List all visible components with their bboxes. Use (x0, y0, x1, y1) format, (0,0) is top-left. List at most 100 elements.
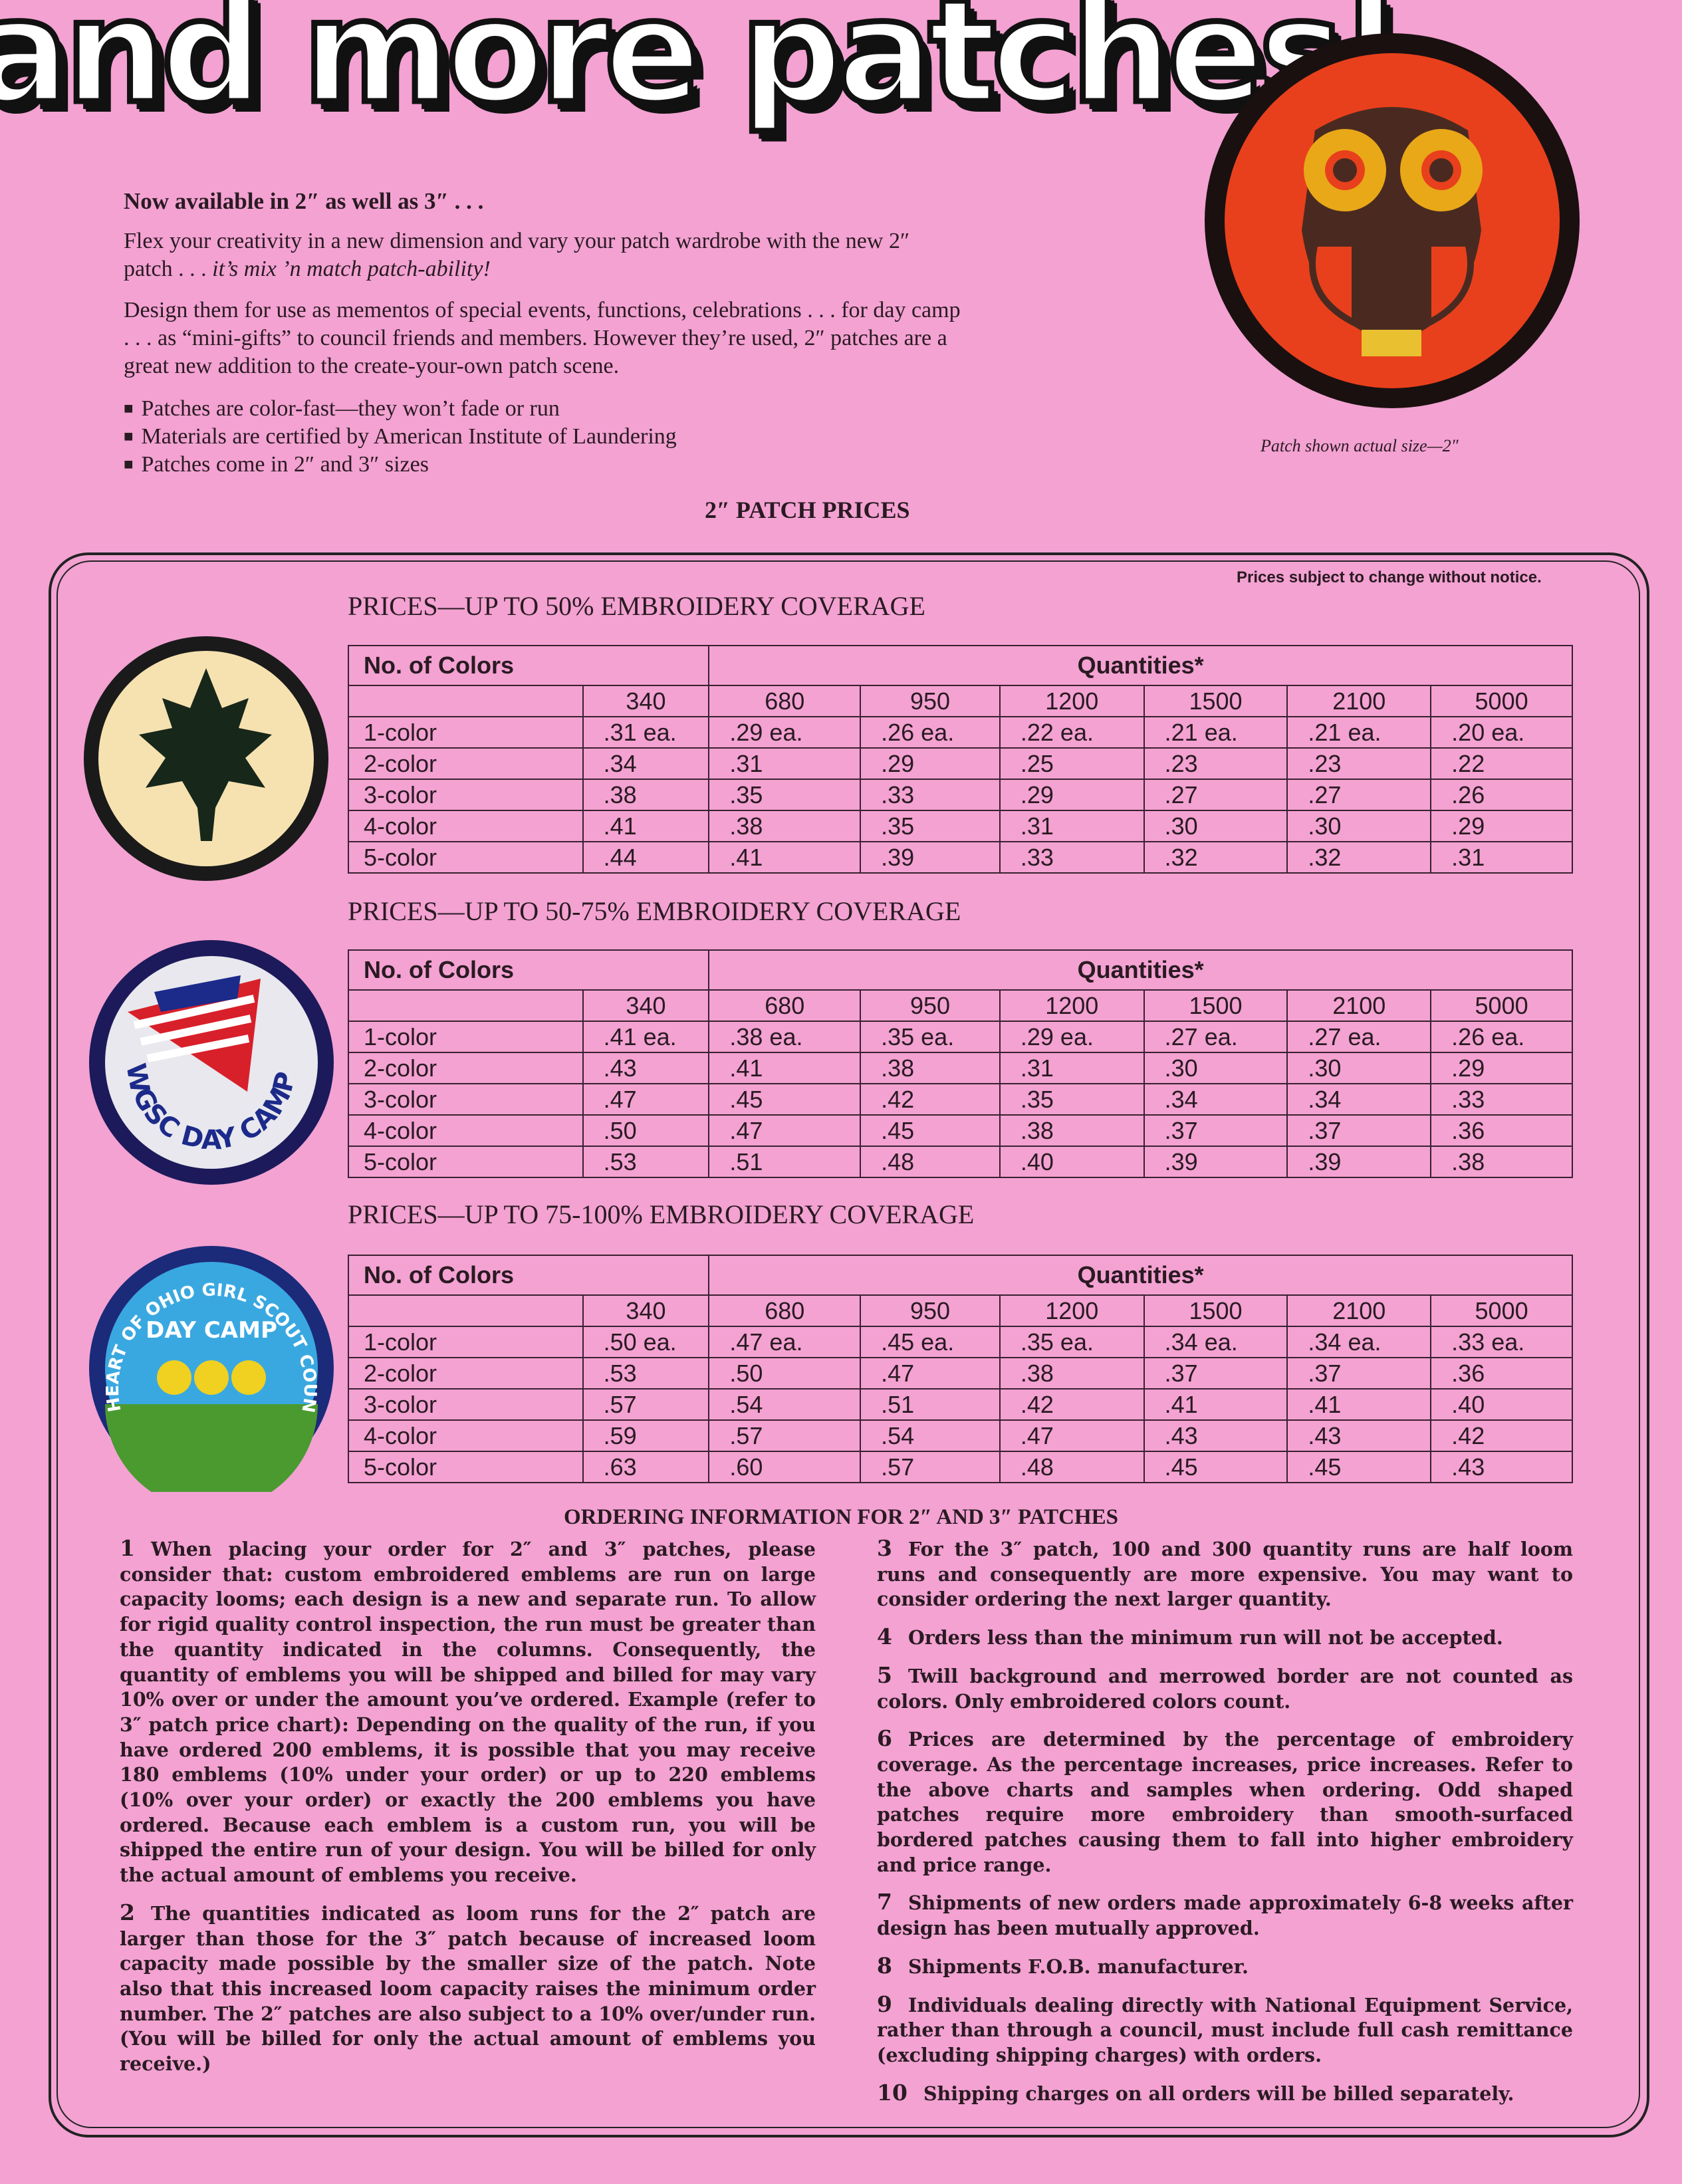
ordering-item-number: 9 (877, 1991, 892, 2017)
price-table-50: No. of Colors Quantities* 340 680 950 1200 150… (347, 645, 1573, 874)
row-label: 3-color (348, 1083, 584, 1116)
table-row: 2-color .43.41.38.31.30.30.29 (348, 1052, 1573, 1084)
price-cell: .45 (1143, 1451, 1288, 1483)
price-cell: .36 (1430, 1114, 1573, 1147)
price-cell: .47 (708, 1114, 862, 1147)
table-row: 1-color .41 ea. .38 ea. .35 ea. .29 ea. .27 e… (348, 1021, 1573, 1053)
price-cell: .47 (860, 1357, 1001, 1390)
ordering-item-number: 2 (120, 1899, 135, 1925)
quantity-cell: 2100 (1286, 685, 1432, 717)
ordering-item-text: Shipments F.O.B. manufacturer. (907, 1955, 1249, 1978)
price-cell: .38 (999, 1114, 1145, 1147)
price-cell: .29 ea. (999, 1021, 1145, 1053)
price-cell: .30 (1286, 1052, 1432, 1084)
price-cell: .30 (1143, 810, 1288, 842)
day-camp-76-patch-image: WGSC DAY CAMP 76 (88, 939, 334, 1185)
price-cell: .36 (1430, 1357, 1573, 1390)
ordering-item-number: 8 (877, 1952, 892, 1979)
patch-prices-title: 2″ PATCH PRICES (705, 497, 910, 523)
quantity-cell: 340 (582, 989, 710, 1022)
price-cell: .34 ea. (1286, 1326, 1432, 1358)
price-cell: .27 ea. (1143, 1021, 1288, 1053)
price-notice: Prices subject to change without notice. (1237, 568, 1542, 586)
quantity-cell: 1500 (1143, 685, 1288, 717)
quantities-row: 340 680 950 1200 1500 2100 5000 (348, 989, 1573, 1022)
price-cell: .53 (582, 1357, 710, 1390)
quantity-cell: 1200 (999, 989, 1145, 1022)
page-title: and more patches! (0, 0, 1407, 135)
quantity-cell: 1500 (1143, 989, 1288, 1022)
row-label: 1-color (348, 1021, 584, 1053)
tree-patch-image (84, 636, 328, 881)
price-cell: .57 (708, 1419, 862, 1452)
ordering-item-text: Orders less than the minimum run will no… (907, 1626, 1503, 1649)
price-cell: .37 (1143, 1114, 1288, 1147)
ordering-item: 10 Shipping charges on all orders will be… (877, 2080, 1573, 2107)
price-cell: .29 (1430, 1052, 1573, 1084)
price-cell: .32 (1286, 841, 1432, 874)
quantity-cell: 2100 (1286, 1294, 1432, 1327)
heart-of-ohio-patch-image: HEART OF OHIO GIRL SCOUT COUNCIL DAY CAM… (88, 1245, 334, 1492)
quantity-cell: 680 (708, 685, 862, 717)
price-cell: .50 ea. (582, 1326, 710, 1358)
price-cell: .29 (1430, 810, 1573, 842)
price-cell: .33 (999, 841, 1145, 874)
row-label: 2-color (348, 1052, 584, 1084)
table-row: 3-color .38.35.33.29.27.27.26 (348, 779, 1573, 811)
table-row: 4-color .50.47.45.38.37.37.36 (348, 1114, 1573, 1147)
ordering-item-number: 7 (877, 1889, 892, 1915)
quantity-cell: 340 (582, 1294, 710, 1327)
price-cell: .21 ea. (1143, 716, 1288, 749)
ordering-item-text: Twill background and merrowed border are… (877, 1664, 1573, 1713)
row-label: 4-color (348, 1419, 584, 1452)
table-header-row: No. of Colors Quantities* (347, 949, 1573, 991)
table-1-title: PRICES—UP TO 50% EMBROIDERY COVERAGE (348, 591, 925, 621)
price-cell: .34 ea. (1143, 1326, 1288, 1358)
price-cell: .50 (582, 1114, 710, 1147)
price-cell: .38 (1430, 1146, 1573, 1178)
price-cell: .26 ea. (1430, 1021, 1573, 1053)
price-cell: .35 (708, 779, 862, 811)
price-cell: .50 (708, 1357, 862, 1390)
quantity-cell: 1200 (999, 1294, 1145, 1327)
price-cell: .38 (582, 779, 710, 811)
price-cell: .41 (708, 841, 862, 874)
price-cell: .21 ea. (1286, 716, 1432, 749)
quantities-row: 340 680 950 1200 1500 2100 5000 (348, 1294, 1573, 1327)
price-cell: .41 ea. (582, 1021, 710, 1053)
price-cell: .31 (999, 1052, 1145, 1084)
quantity-cell: 680 (708, 1294, 862, 1327)
colors-header: No. of Colors (347, 1255, 710, 1296)
ordering-item-number: 1 (120, 1535, 135, 1561)
quantities-header: Quantities* (708, 949, 1573, 991)
price-cell: .30 (1143, 1052, 1288, 1084)
ordering-item: 7 Shipments of new orders made approximat… (877, 1889, 1573, 1941)
table-row: 2-color .53.50.47.38.37.37.36 (348, 1357, 1573, 1390)
price-frame (49, 552, 1649, 2137)
price-cell: .33 ea. (1430, 1326, 1573, 1358)
table-row: 5-color .44.41.39.33.32.32.31 (348, 841, 1573, 874)
price-cell: .57 (860, 1451, 1001, 1483)
price-cell: .38 (708, 810, 862, 842)
price-cell: .63 (582, 1451, 710, 1483)
row-label: 2-color (348, 747, 584, 780)
price-table-50-75: No. of Colors Quantities* 340 680 950 1200 150… (347, 949, 1573, 1178)
table-3-title: PRICES—UP TO 75-100% EMBROIDERY COVERAGE (348, 1199, 975, 1229)
price-cell: .37 (1286, 1114, 1432, 1147)
quantities-header: Quantities* (708, 1255, 1573, 1296)
price-cell: .45 (860, 1114, 1001, 1147)
feature-list: Patches are color-fast—they won’t fade o… (124, 395, 961, 479)
ordering-item-text: When placing your order for 2″ and 3″ pa… (120, 1538, 816, 1887)
ordering-item-text: Shipments of new orders made approximate… (877, 1891, 1573, 1940)
owl-patch-caption: Patch shown actual size—2″ (1261, 436, 1459, 455)
price-cell: .57 (582, 1388, 710, 1421)
price-cell: .23 (1143, 747, 1288, 780)
quantity-cell: 950 (860, 685, 1001, 717)
quantity-cell: 680 (708, 989, 862, 1022)
row-label: 4-color (348, 810, 584, 842)
price-cell: .47 ea. (708, 1326, 862, 1358)
price-cell: .39 (1143, 1146, 1288, 1178)
ordering-item: 3 For the 3″ patch, 100 and 300 quantity … (877, 1536, 1573, 1612)
ordering-column-right: 3 For the 3″ patch, 100 and 300 quantity … (877, 1536, 1573, 2118)
price-cell: .34 (1286, 1083, 1432, 1116)
